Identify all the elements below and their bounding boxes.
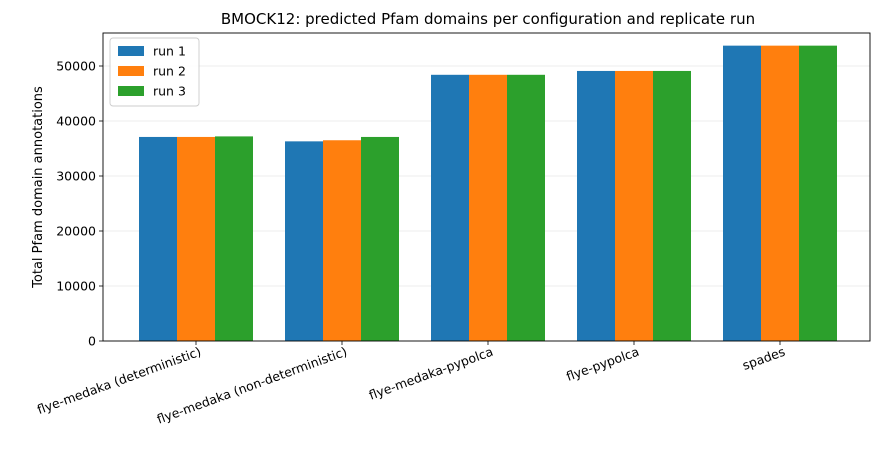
y-tick-label: 10000 <box>56 279 96 294</box>
bar-run-2-5 <box>761 45 799 342</box>
bar-run-1-2 <box>285 141 323 341</box>
bar-run-2-2 <box>323 140 361 341</box>
x-axis-ticks: flye-medaka (deterministic)flye-medaka (… <box>35 341 787 427</box>
axes <box>102 32 871 342</box>
y-tick-label: 30000 <box>56 169 96 184</box>
y-axis-label: Total Pfam domain annotations <box>31 86 46 289</box>
bar-run-2-3 <box>469 74 507 342</box>
bars <box>139 45 837 342</box>
legend-entry: run 2 <box>153 64 186 79</box>
legend: run 1 run 2 run 3 <box>109 37 200 107</box>
y-tick-label: 50000 <box>56 59 96 74</box>
bar-run-3-3 <box>507 74 545 342</box>
bar-run-1-5 <box>723 45 761 342</box>
bar-run-3-4 <box>653 70 691 341</box>
bar-run-2-1 <box>177 136 215 341</box>
y-tick-label: 40000 <box>56 114 96 129</box>
bar-run-3-1 <box>215 136 253 341</box>
bar-run-1-4 <box>577 70 615 341</box>
x-tick-label: flye-medaka-pypolca <box>367 344 495 403</box>
legend-swatch <box>118 86 144 96</box>
legend-entry: run 1 <box>153 44 186 59</box>
legend-swatch <box>118 46 144 56</box>
x-tick-label: spades <box>740 344 787 373</box>
bar-run-3-5 <box>799 45 837 342</box>
y-tick-label: 0 <box>88 334 96 349</box>
bar-run-2-4 <box>615 70 653 341</box>
plot-frame <box>102 32 871 342</box>
chart-title: BMOCK12: predicted Pfam domains per conf… <box>221 10 755 28</box>
bar-run-3-2 <box>361 136 399 341</box>
bar-run-1-1 <box>139 136 177 341</box>
legend-entry: run 3 <box>153 84 186 99</box>
legend-swatch <box>118 66 144 76</box>
y-tick-label: 20000 <box>56 224 96 239</box>
x-tick-label: flye-pypolca <box>564 344 641 384</box>
y-axis-ticks: 0 10000 20000 30000 40000 50000 <box>56 59 103 349</box>
bar-run-1-3 <box>431 74 469 342</box>
